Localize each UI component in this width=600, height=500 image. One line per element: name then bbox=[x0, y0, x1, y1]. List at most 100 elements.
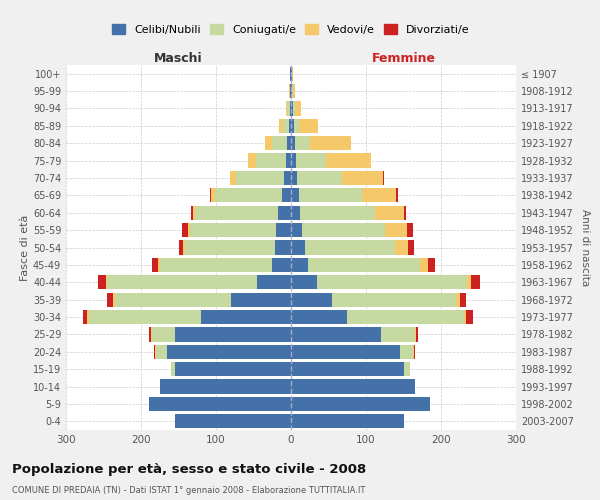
Bar bbox=[229, 171, 235, 185]
Bar bbox=[188, 223, 190, 237]
Bar bbox=[291, 118, 294, 133]
Bar bbox=[286, 102, 287, 116]
Bar bbox=[152, 258, 158, 272]
Y-axis label: Anni di nascita: Anni di nascita bbox=[580, 209, 590, 286]
Bar bbox=[295, 102, 301, 116]
Bar bbox=[87, 310, 89, 324]
Bar bbox=[466, 310, 473, 324]
Bar bbox=[149, 397, 291, 411]
Bar bbox=[293, 102, 295, 116]
Bar bbox=[291, 102, 293, 116]
Bar bbox=[342, 171, 383, 185]
Bar bbox=[291, 154, 296, 168]
Bar bbox=[290, 66, 291, 81]
Bar bbox=[427, 258, 435, 272]
Bar bbox=[291, 240, 305, 254]
Bar bbox=[385, 223, 407, 237]
Bar bbox=[292, 84, 293, 98]
Bar bbox=[155, 344, 156, 359]
Bar bbox=[310, 136, 351, 150]
Bar bbox=[381, 328, 415, 342]
Bar bbox=[317, 275, 467, 289]
Bar bbox=[299, 118, 318, 133]
Bar bbox=[182, 223, 188, 237]
Bar bbox=[291, 206, 300, 220]
Bar bbox=[235, 171, 284, 185]
Bar bbox=[282, 188, 291, 202]
Bar bbox=[404, 362, 409, 376]
Bar bbox=[305, 240, 395, 254]
Bar bbox=[295, 136, 310, 150]
Bar bbox=[383, 171, 384, 185]
Bar bbox=[98, 275, 106, 289]
Bar bbox=[115, 292, 231, 307]
Bar bbox=[290, 102, 291, 116]
Bar bbox=[287, 136, 291, 150]
Bar bbox=[272, 258, 291, 272]
Bar bbox=[286, 154, 291, 168]
Bar bbox=[149, 328, 151, 342]
Bar bbox=[152, 328, 175, 342]
Bar bbox=[175, 414, 291, 428]
Bar bbox=[471, 275, 480, 289]
Text: COMUNE DI PREDAIA (TN) - Dati ISTAT 1° gennaio 2008 - Elaborazione TUTTITALIA.IT: COMUNE DI PREDAIA (TN) - Dati ISTAT 1° g… bbox=[12, 486, 365, 495]
Bar bbox=[215, 188, 282, 202]
Bar bbox=[83, 310, 87, 324]
Bar bbox=[276, 223, 291, 237]
Bar bbox=[160, 258, 272, 272]
Y-axis label: Fasce di età: Fasce di età bbox=[20, 214, 30, 280]
Bar bbox=[175, 362, 291, 376]
Bar bbox=[408, 240, 414, 254]
Bar bbox=[291, 362, 404, 376]
Bar bbox=[291, 380, 415, 394]
Bar bbox=[279, 118, 283, 133]
Bar bbox=[291, 328, 381, 342]
Bar bbox=[291, 84, 292, 98]
Bar bbox=[291, 188, 299, 202]
Bar bbox=[308, 258, 420, 272]
Bar bbox=[272, 136, 287, 150]
Bar bbox=[151, 328, 152, 342]
Bar bbox=[171, 362, 175, 376]
Bar bbox=[456, 292, 460, 307]
Bar bbox=[256, 154, 286, 168]
Bar bbox=[416, 328, 418, 342]
Bar bbox=[160, 380, 291, 394]
Bar bbox=[291, 223, 302, 237]
Bar bbox=[231, 292, 291, 307]
Bar bbox=[291, 66, 292, 81]
Bar bbox=[291, 292, 332, 307]
Bar bbox=[277, 206, 291, 220]
Bar bbox=[156, 344, 167, 359]
Bar bbox=[291, 397, 430, 411]
Bar bbox=[283, 118, 289, 133]
Bar bbox=[190, 223, 276, 237]
Bar bbox=[107, 275, 257, 289]
Bar bbox=[158, 258, 160, 272]
Bar bbox=[179, 240, 183, 254]
Bar bbox=[395, 240, 408, 254]
Bar bbox=[375, 206, 404, 220]
Bar bbox=[302, 223, 385, 237]
Bar bbox=[175, 328, 291, 342]
Bar bbox=[154, 344, 155, 359]
Bar bbox=[296, 154, 325, 168]
Bar bbox=[291, 136, 295, 150]
Bar bbox=[291, 310, 347, 324]
Bar bbox=[347, 310, 464, 324]
Bar bbox=[248, 154, 256, 168]
Bar bbox=[284, 171, 291, 185]
Bar bbox=[193, 206, 195, 220]
Bar bbox=[415, 328, 416, 342]
Bar bbox=[291, 344, 400, 359]
Bar bbox=[257, 275, 291, 289]
Bar bbox=[294, 118, 299, 133]
Bar bbox=[464, 310, 466, 324]
Text: Maschi: Maschi bbox=[154, 52, 203, 65]
Bar bbox=[362, 188, 396, 202]
Bar bbox=[404, 206, 406, 220]
Bar bbox=[287, 102, 290, 116]
Bar bbox=[275, 240, 291, 254]
Bar bbox=[290, 84, 291, 98]
Text: Femmine: Femmine bbox=[371, 52, 436, 65]
